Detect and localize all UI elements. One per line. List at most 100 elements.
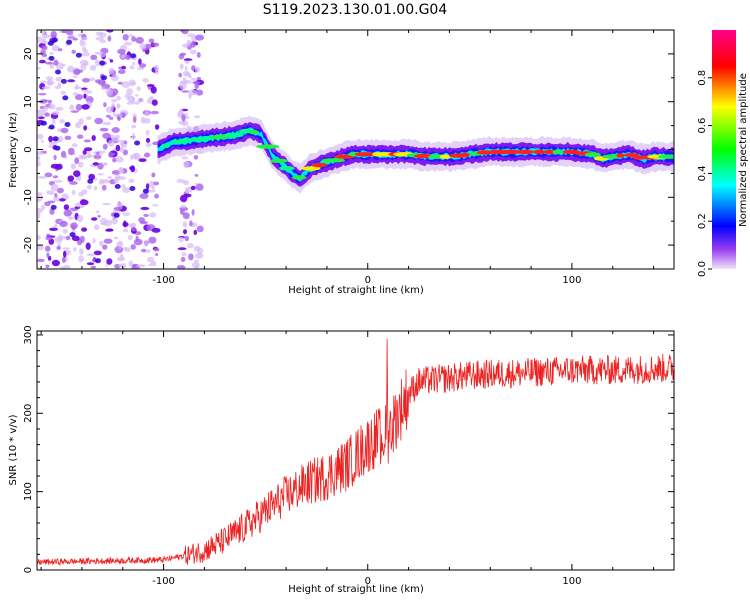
ridge-peak: [476, 150, 494, 155]
noise-blob: [49, 227, 58, 231]
noise-blob: [178, 53, 185, 60]
noise-blob: [95, 157, 100, 161]
noise-blob: [181, 90, 190, 93]
ridge-peak: [279, 166, 295, 171]
noise-blob: [70, 110, 79, 113]
noise-blob: [130, 154, 134, 161]
noise-blob: [124, 247, 131, 253]
noise-blob: [112, 111, 116, 117]
snr-x-label: Height of straight line (km): [288, 584, 424, 595]
noise-blob: [150, 110, 159, 115]
ridge-peak: [189, 137, 208, 142]
noise-blob: [134, 140, 141, 146]
ridge-peak: [291, 175, 307, 180]
snr-series-line: [37, 338, 674, 566]
spectrogram-y-label: Frequency (Hz): [8, 112, 19, 188]
ridge-peak: [658, 154, 674, 159]
noise-blob: [139, 63, 147, 68]
noise-blob: [108, 67, 115, 74]
noise-blob: [140, 116, 146, 124]
noise-blob: [81, 52, 91, 57]
noise-blob: [194, 115, 201, 119]
noise-blob: [57, 243, 61, 246]
noise-blob: [125, 55, 131, 60]
noise-blob: [192, 81, 201, 85]
ridge-peak: [179, 138, 192, 144]
noise-blob: [154, 193, 160, 199]
noise-blob: [145, 129, 150, 136]
noise-blob: [99, 60, 106, 66]
ridge-peak: [301, 166, 321, 171]
noise-blob: [190, 185, 196, 191]
noise-blob: [92, 162, 99, 166]
noise-blob: [147, 256, 155, 263]
snr-ticks: -100 0 100 0 100 200 300: [23, 325, 674, 587]
ridge-peak: [516, 149, 534, 155]
noise-blob: [82, 62, 89, 66]
noise-blob: [58, 234, 63, 242]
noise-blob: [116, 95, 121, 101]
noise-blob: [62, 228, 68, 234]
noise-blob: [107, 176, 113, 179]
noise-blob: [48, 135, 53, 143]
noise-blob: [127, 235, 133, 241]
noise-blob: [128, 34, 134, 37]
noise-blob: [128, 260, 134, 268]
noise-blob: [109, 116, 114, 120]
noise-blob: [47, 200, 56, 204]
noise-blob: [149, 212, 157, 218]
colorbar-ticks: 0.0 0.2 0.4 0.6 0.8: [697, 70, 712, 277]
noise-blob: [87, 178, 94, 184]
noise-blob: [196, 77, 202, 81]
noise-blob: [150, 86, 157, 94]
noise-blob: [191, 262, 200, 268]
noise-blob: [181, 156, 189, 160]
noise-blob: [88, 173, 96, 181]
noise-blob: [40, 139, 44, 143]
noise-blob: [52, 136, 59, 142]
snr-panel: -100 0 100 0 100 200 300 Height of straight li…: [8, 325, 675, 595]
noise-blob: [135, 36, 144, 44]
x-tick-label: -100: [152, 275, 175, 286]
noise-blob: [119, 253, 124, 260]
noise-blob: [47, 81, 56, 85]
noise-blob: [51, 111, 60, 116]
noise-blob: [83, 49, 88, 53]
noise-blob: [52, 118, 56, 125]
noise-blob: [71, 189, 76, 196]
noise-blob: [69, 181, 78, 185]
noise-blob: [106, 258, 113, 265]
noise-blob: [51, 37, 58, 43]
noise-blob: [138, 217, 146, 223]
noise-blob: [153, 181, 160, 186]
ridge-peak: [460, 152, 470, 157]
noise-blob: [41, 45, 48, 51]
noise-blob: [102, 150, 106, 154]
noise-blob: [37, 151, 44, 156]
noise-blob: [176, 265, 186, 269]
snr-frame: [36, 330, 675, 571]
noise-blob: [151, 186, 155, 190]
noise-blob: [44, 172, 53, 178]
noise-blob: [47, 40, 54, 46]
noise-blob: [45, 236, 53, 241]
noise-blob: [74, 157, 80, 165]
noise-blob: [130, 165, 136, 173]
noise-blob: [144, 111, 150, 117]
noise-blob: [41, 204, 45, 211]
ridge-peak: [224, 133, 244, 138]
colorbar-tick-label: 0.0: [697, 261, 708, 277]
noise-blob: [147, 189, 156, 193]
noise-blob: [37, 197, 43, 201]
noise-blob: [193, 229, 198, 235]
noise-blob: [131, 133, 136, 140]
noise-blob: [86, 253, 95, 257]
noise-blob: [193, 155, 199, 160]
colorbar-tick-label: 0.2: [697, 213, 708, 229]
noise-blob: [111, 137, 119, 142]
y-tick-label: -10: [23, 189, 34, 205]
noise-blob: [78, 154, 85, 160]
noise-blob: [90, 54, 98, 60]
